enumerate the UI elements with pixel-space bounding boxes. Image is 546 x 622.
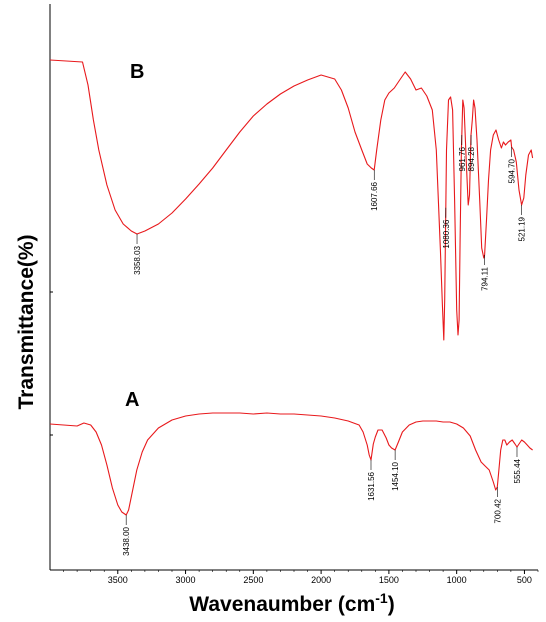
peak-label: 521.19 <box>518 216 527 241</box>
peak-label: 700.42 <box>493 498 502 523</box>
x-tick-label: 3500 <box>108 575 128 585</box>
x-axis-ticks: 3500 3000 2500 2000 1500 1000 500 <box>63 570 539 585</box>
x-tick-label: 3000 <box>176 575 196 585</box>
peak-label: 594.70 <box>508 158 517 183</box>
series-label-B: B <box>130 61 144 83</box>
x-tick-label: 1500 <box>379 575 399 585</box>
series-line-A <box>49 412 533 516</box>
peak-label: 555.44 <box>513 458 522 483</box>
x-tick-label: 500 <box>517 575 532 585</box>
series-label-A: A <box>125 389 139 411</box>
peak-label: 1631.56 <box>367 471 376 500</box>
peak-annotations: 3358.03 1607.66 1080.36 961.76 894.28 794.11 5… <box>122 135 527 556</box>
x-axis-label: Wavenaumber (cm-1) <box>189 590 394 616</box>
peak-label: 894.28 <box>467 146 476 171</box>
peak-label: 794.11 <box>481 266 490 290</box>
series-labels: BA <box>125 61 144 411</box>
series-line-B <box>49 59 534 341</box>
peak-label: 3358.03 <box>133 245 142 274</box>
x-axis-label-main: Wavenaumber (cm <box>189 593 375 616</box>
peak-label: 1607.66 <box>370 181 379 210</box>
x-tick-label: 1000 <box>447 575 467 585</box>
x-tick-label: 2500 <box>243 575 263 585</box>
peak-label: 3438.00 <box>122 526 131 555</box>
plot-frame <box>49 4 538 571</box>
series-lines <box>49 59 534 516</box>
peak-label: 1454.10 <box>391 461 400 490</box>
x-tick-label: 2000 <box>311 575 331 585</box>
peak-label: 1080.36 <box>442 219 451 248</box>
x-axis-label-end: ) <box>388 593 395 616</box>
y-axis-label: Transmittance(%) <box>15 234 38 409</box>
peak-label: 961.76 <box>458 146 467 171</box>
x-axis-label-superscript: -1 <box>375 590 388 606</box>
